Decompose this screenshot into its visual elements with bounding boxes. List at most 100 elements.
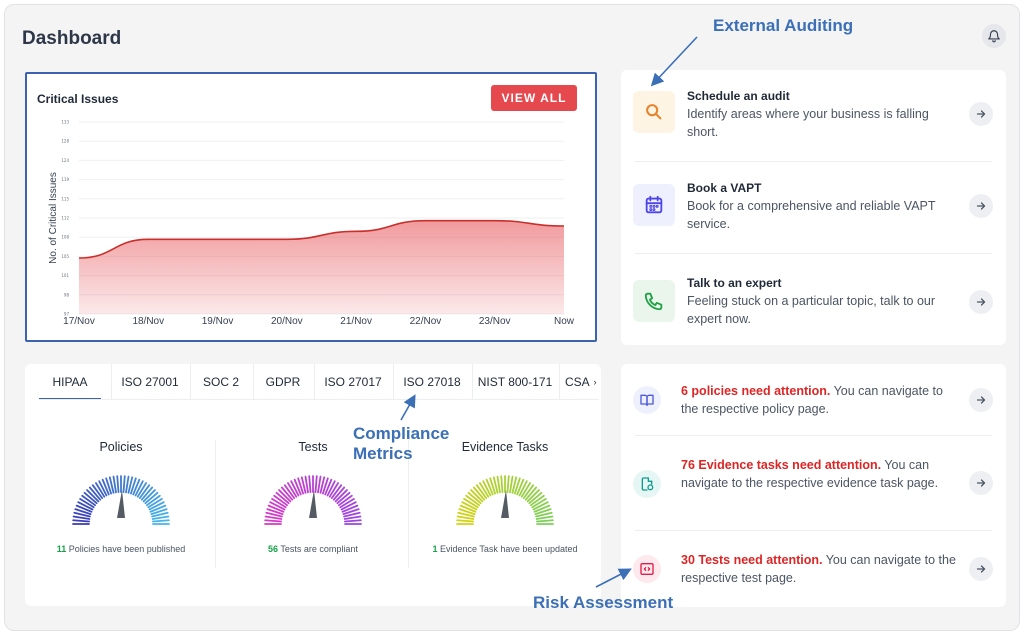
gauge-tick <box>340 501 357 511</box>
gauge-tick <box>132 478 141 496</box>
gauge-tick <box>273 494 289 507</box>
gauge-tick <box>264 519 282 523</box>
x-tick-label: 23/Nov <box>479 316 511 327</box>
gauge-tick <box>267 504 285 513</box>
critical-issues-chart: 97 98 101 105 108 112 115 119 124 128 133 17/Nov 18/… <box>48 120 575 328</box>
y-tick-label: 98 <box>64 292 70 297</box>
gauge-tick <box>513 477 521 495</box>
tab-nist-800-171[interactable]: NIST 800-171 <box>477 375 553 389</box>
gauge-tick <box>458 508 476 516</box>
gauge-tick <box>324 478 333 496</box>
arrow-right-icon[interactable] <box>969 388 993 412</box>
gauge-tick <box>142 489 156 503</box>
gauge-tick <box>91 484 104 500</box>
series-line <box>78 219 565 259</box>
attention-highlight: 76 Evidence tasks need attention. <box>681 458 882 472</box>
gauge-tick <box>73 511 91 518</box>
annotation-risk-assessment: Risk Assessment <box>533 593 674 612</box>
divider <box>635 161 992 162</box>
action-row-schedule-audit[interactable]: Schedule an audit Identify areas where y… <box>621 70 1006 162</box>
chevron-right-icon[interactable]: › <box>593 377 597 387</box>
y-tick-label: 112 <box>61 216 69 221</box>
gauge-tick <box>532 501 549 511</box>
gauge-tick <box>496 475 501 494</box>
gauge-tick <box>152 519 170 523</box>
y-tick-label: 101 <box>61 273 69 278</box>
tab-soc-2[interactable]: SOC 2 <box>202 375 239 389</box>
phone-icon <box>633 280 675 322</box>
gauge-tick <box>470 489 484 503</box>
gauge-caption: 11 Policies have been published <box>25 544 217 554</box>
arrow-right-icon[interactable] <box>969 471 993 495</box>
gauge-tick <box>516 478 525 496</box>
gauge-tick <box>116 475 120 493</box>
tab-separator <box>393 364 394 399</box>
actions-card: Schedule an audit Identify areas where y… <box>621 70 1006 345</box>
arrow-right-icon[interactable] <box>969 557 993 581</box>
gauge-tick <box>337 494 353 507</box>
gauge-tick <box>134 480 144 497</box>
gauge-tick <box>344 519 362 523</box>
attention-row-policies[interactable]: 6 policies need attention. You can navig… <box>621 364 1006 436</box>
gauge-tick <box>528 491 543 505</box>
gauge-tick <box>81 494 97 507</box>
gauge-caption: 56 Tests are compliant <box>217 544 409 554</box>
action-title: Talk to an expert <box>687 276 782 290</box>
tab-iso-27018[interactable]: ISO 27018 <box>403 375 461 389</box>
gauge-tick <box>534 508 552 516</box>
gauge-tick <box>83 491 98 505</box>
attention-row-evidence[interactable]: 76 Evidence tasks need attention. You ca… <box>621 436 1006 531</box>
x-tick-label: 18/Nov <box>132 316 164 327</box>
tab-gdpr[interactable]: GDPR <box>265 375 301 389</box>
tab-csa[interactable]: CSA <box>565 375 590 389</box>
gauge-tick <box>506 475 510 493</box>
gauge-tick <box>526 489 540 503</box>
gauge-tick <box>332 486 346 501</box>
tab-separator <box>253 364 254 399</box>
gauge-tick <box>461 501 478 511</box>
critical-issues-card: 97 98 101 105 108 112 115 119 124 128 133 17/Nov 18/… <box>25 72 597 342</box>
tab-hipaa[interactable]: HIPAA <box>39 364 101 399</box>
gauge-tick <box>72 519 90 523</box>
view-all-button[interactable]: VIEW ALL <box>491 85 577 111</box>
attention-row-tests[interactable]: 30 Tests need attention. You can navigat… <box>621 531 1006 607</box>
gauge-tick <box>485 478 494 496</box>
arrow-right-icon[interactable] <box>969 102 993 126</box>
gauge-tick <box>140 486 154 501</box>
action-row-talk-expert[interactable]: Talk to an expert Feeling stuck on a par… <box>621 254 1006 346</box>
gauge-tick <box>112 475 117 494</box>
action-row-book-vapt[interactable]: Book a VAPT Book for a comprehensive and… <box>621 162 1006 254</box>
arrow-right-icon[interactable] <box>969 290 993 314</box>
attention-highlight: 6 policies need attention. <box>681 384 831 398</box>
gauge-count: 56 <box>268 544 279 554</box>
compliance-metrics-card: HIPAA ISO 27001 SOC 2 GDPR ISO 27017 ISO… <box>25 364 601 606</box>
divider <box>635 253 992 254</box>
page-title: Dashboard <box>22 28 122 49</box>
gauge-tick <box>151 515 170 520</box>
y-tick-label: 97 <box>64 312 70 317</box>
gauge-tick <box>339 498 355 509</box>
attention-text: 6 policies need attention. You can navig… <box>681 382 961 418</box>
arrow-right-icon[interactable] <box>969 194 993 218</box>
action-description: Book for a comprehensive and reliable VA… <box>687 199 936 231</box>
gauge-tick <box>326 480 336 497</box>
gauge-tick <box>125 475 130 494</box>
gauge-tick <box>304 475 309 494</box>
attention-description: You can navigate to the respective evide… <box>681 458 939 490</box>
gauge-tick <box>287 482 298 498</box>
gauge-tick <box>457 511 475 518</box>
tab-iso-27017[interactable]: ISO 27017 <box>324 375 382 389</box>
gauge-tick <box>520 482 531 498</box>
x-tick-label: 19/Nov <box>202 316 234 327</box>
gauge-tick <box>150 508 168 516</box>
gauge-tick <box>151 511 169 518</box>
y-tick-label: 105 <box>61 254 69 259</box>
document-check-icon <box>633 470 661 498</box>
y-tick-label: 128 <box>61 139 69 144</box>
gauge-tick <box>482 480 492 497</box>
notification-bell-icon[interactable] <box>982 24 1006 48</box>
y-tick-label: 115 <box>61 196 69 201</box>
action-description: Feeling stuck on a particular topic, tal… <box>687 294 936 326</box>
gauge-tick <box>500 475 504 493</box>
tab-iso-27001[interactable]: ISO 27001 <box>121 375 179 389</box>
